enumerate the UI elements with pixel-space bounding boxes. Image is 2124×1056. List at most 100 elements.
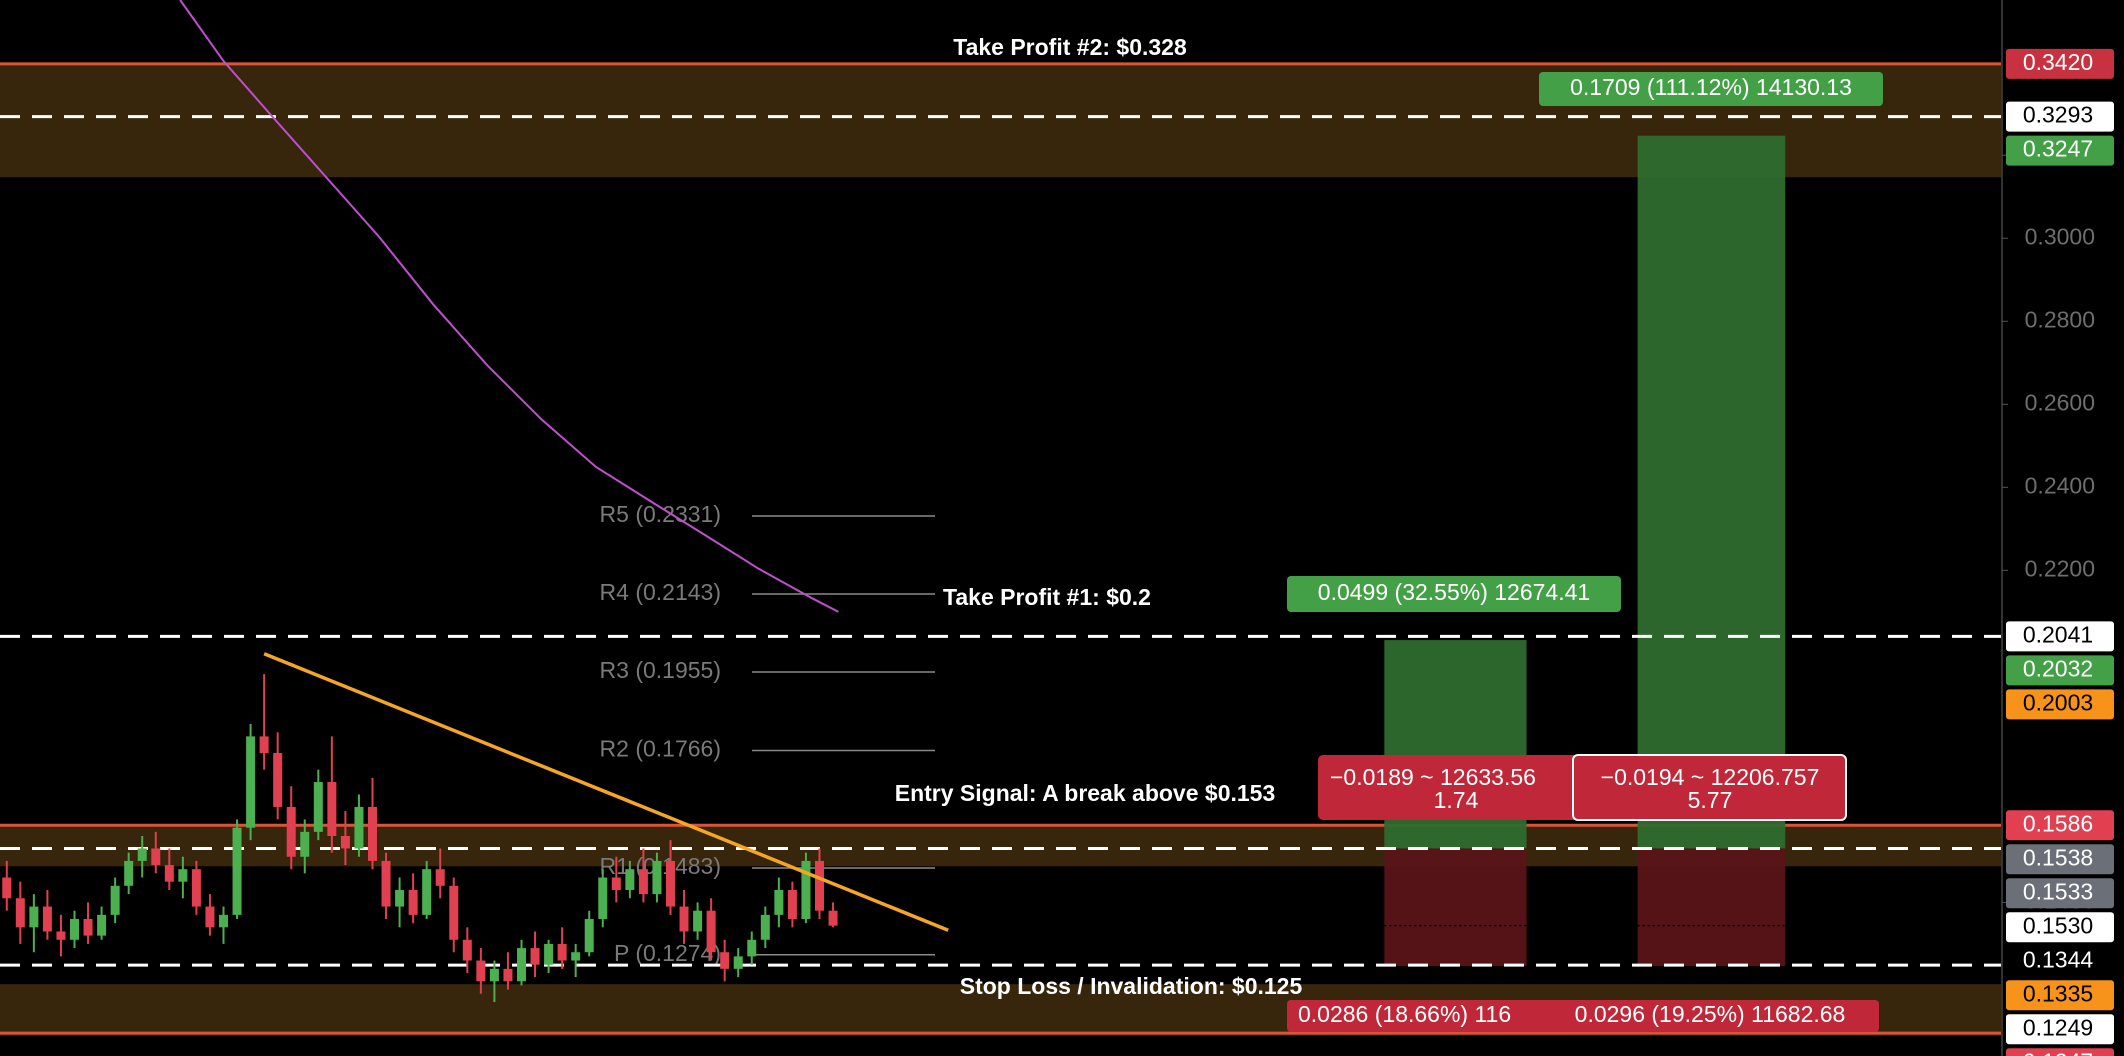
price-badge <box>2006 48 2114 79</box>
price-badge-label: 0.1335 <box>2023 980 2093 1006</box>
candle-body <box>83 919 93 936</box>
annotation: Entry Signal: A break above $0.153 <box>895 780 1276 806</box>
candle-body <box>611 877 621 890</box>
candle-body <box>232 827 242 915</box>
position-label: 1.74 <box>1434 787 1479 813</box>
candle-body <box>530 948 540 965</box>
candle-body <box>340 836 350 849</box>
candle-body <box>300 831 310 857</box>
candle-body <box>97 914 107 936</box>
price-badge-label: 0.3293 <box>2023 102 2093 128</box>
candle-body <box>747 939 757 957</box>
price-badge-label: 0.3247 <box>2023 136 2093 162</box>
candle-body <box>205 906 215 928</box>
price-badge <box>2006 135 2114 166</box>
annotation: Stop Loss / Invalidation: $0.125 <box>960 973 1303 999</box>
price-badge-label: 0.2041 <box>2023 621 2093 647</box>
price-badge-label: 0.1533 <box>2023 878 2093 904</box>
candle-body <box>652 860 662 895</box>
y-tick-label: 0.2600 <box>2025 389 2095 415</box>
label-box <box>1287 576 1621 612</box>
pivot-label: R4 (0.2143) <box>600 579 721 605</box>
label-box <box>1287 1000 1585 1032</box>
candle-body <box>246 736 256 828</box>
candle-body <box>42 906 52 932</box>
price-badge-label: 0.3420 <box>2023 49 2093 75</box>
pivot-label: R3 (0.1955) <box>600 657 721 683</box>
position-label: 0.0296 (19.25%) 11682.68 <box>1575 1001 1846 1027</box>
moving-average <box>179 0 839 613</box>
candle-body <box>2 877 12 899</box>
candle-body <box>638 869 648 895</box>
candle-body <box>286 806 296 857</box>
y-tick-label: 0.3000 <box>2025 223 2095 249</box>
position-label: 5.77 <box>1688 787 1733 813</box>
candle-body <box>367 806 377 861</box>
loss-zone <box>1637 848 1786 966</box>
candle-body <box>29 906 39 928</box>
candle-body <box>327 782 337 836</box>
candle-body <box>15 898 25 928</box>
price-badge-label: 0.1538 <box>2023 844 2093 870</box>
label-box <box>1318 755 1592 820</box>
price-badge <box>2006 621 2114 652</box>
candle-body <box>516 948 526 982</box>
candle-body <box>679 906 689 932</box>
candle-body <box>489 968 499 982</box>
candle-body <box>706 910 716 953</box>
candle-body <box>787 889 797 920</box>
price-badge <box>2006 946 2114 977</box>
position-label: 0.0499 (32.55%) 12674.41 <box>1318 579 1590 605</box>
price-badge <box>2006 980 2114 1011</box>
candle-body <box>733 956 743 969</box>
price-badge-label: 0.2032 <box>2023 655 2093 681</box>
position-label: −0.0194 ~ 12206.757 <box>1601 764 1820 790</box>
label-box <box>1540 1000 1879 1032</box>
candle-body <box>151 848 161 866</box>
price-badge <box>2006 101 2114 132</box>
annotation: Take Profit #2: $0.328 <box>953 34 1187 60</box>
candle-body <box>69 919 79 940</box>
candle-body <box>544 943 554 965</box>
candle-body <box>408 889 418 915</box>
price-badge-label: 0.2003 <box>2023 689 2093 715</box>
candle-body <box>124 860 134 886</box>
pivot-label: P (0.1274) <box>614 940 721 966</box>
y-tick-label: 0.2400 <box>2025 472 2095 498</box>
candle-body <box>218 914 228 928</box>
candle-body <box>814 860 824 911</box>
position-label: 0.1709 (111.12%) 14130.13 <box>1570 74 1852 100</box>
y-tick-label: 0.2200 <box>2025 555 2095 581</box>
pivot-label: R5 (0.2331) <box>600 501 721 527</box>
loss-zone <box>1384 848 1527 966</box>
candle-body <box>354 806 364 849</box>
price-badge-label: 0.1247 <box>2023 1048 2093 1056</box>
position-label: 0.0286 (18.66%) 116 <box>1298 1001 1511 1027</box>
price-badge <box>2006 810 2114 841</box>
candle-body <box>313 782 323 832</box>
candle-body <box>665 860 675 907</box>
price-badge <box>2006 655 2114 686</box>
candle-body <box>801 860 811 920</box>
price-badge <box>2006 878 2114 909</box>
price-badge <box>2006 689 2114 720</box>
candle-body <box>760 914 770 940</box>
candle-body <box>828 910 838 926</box>
label-box <box>1572 754 1847 821</box>
candle-body <box>56 931 66 940</box>
candle-body <box>381 860 391 907</box>
candle-body <box>395 889 405 907</box>
price-badge <box>2006 844 2114 875</box>
candle-body <box>110 885 120 915</box>
candle-body <box>625 869 635 890</box>
candle-body <box>422 869 432 915</box>
candle-body <box>584 919 594 953</box>
candle-body <box>476 960 486 982</box>
trendline <box>263 652 949 932</box>
candle-body <box>774 889 784 915</box>
annotation: Take Profit #1: $0.2 <box>943 584 1151 610</box>
candle-body <box>178 869 188 882</box>
candle-body <box>435 869 445 886</box>
y-tick-label: 0.2800 <box>2025 306 2095 332</box>
